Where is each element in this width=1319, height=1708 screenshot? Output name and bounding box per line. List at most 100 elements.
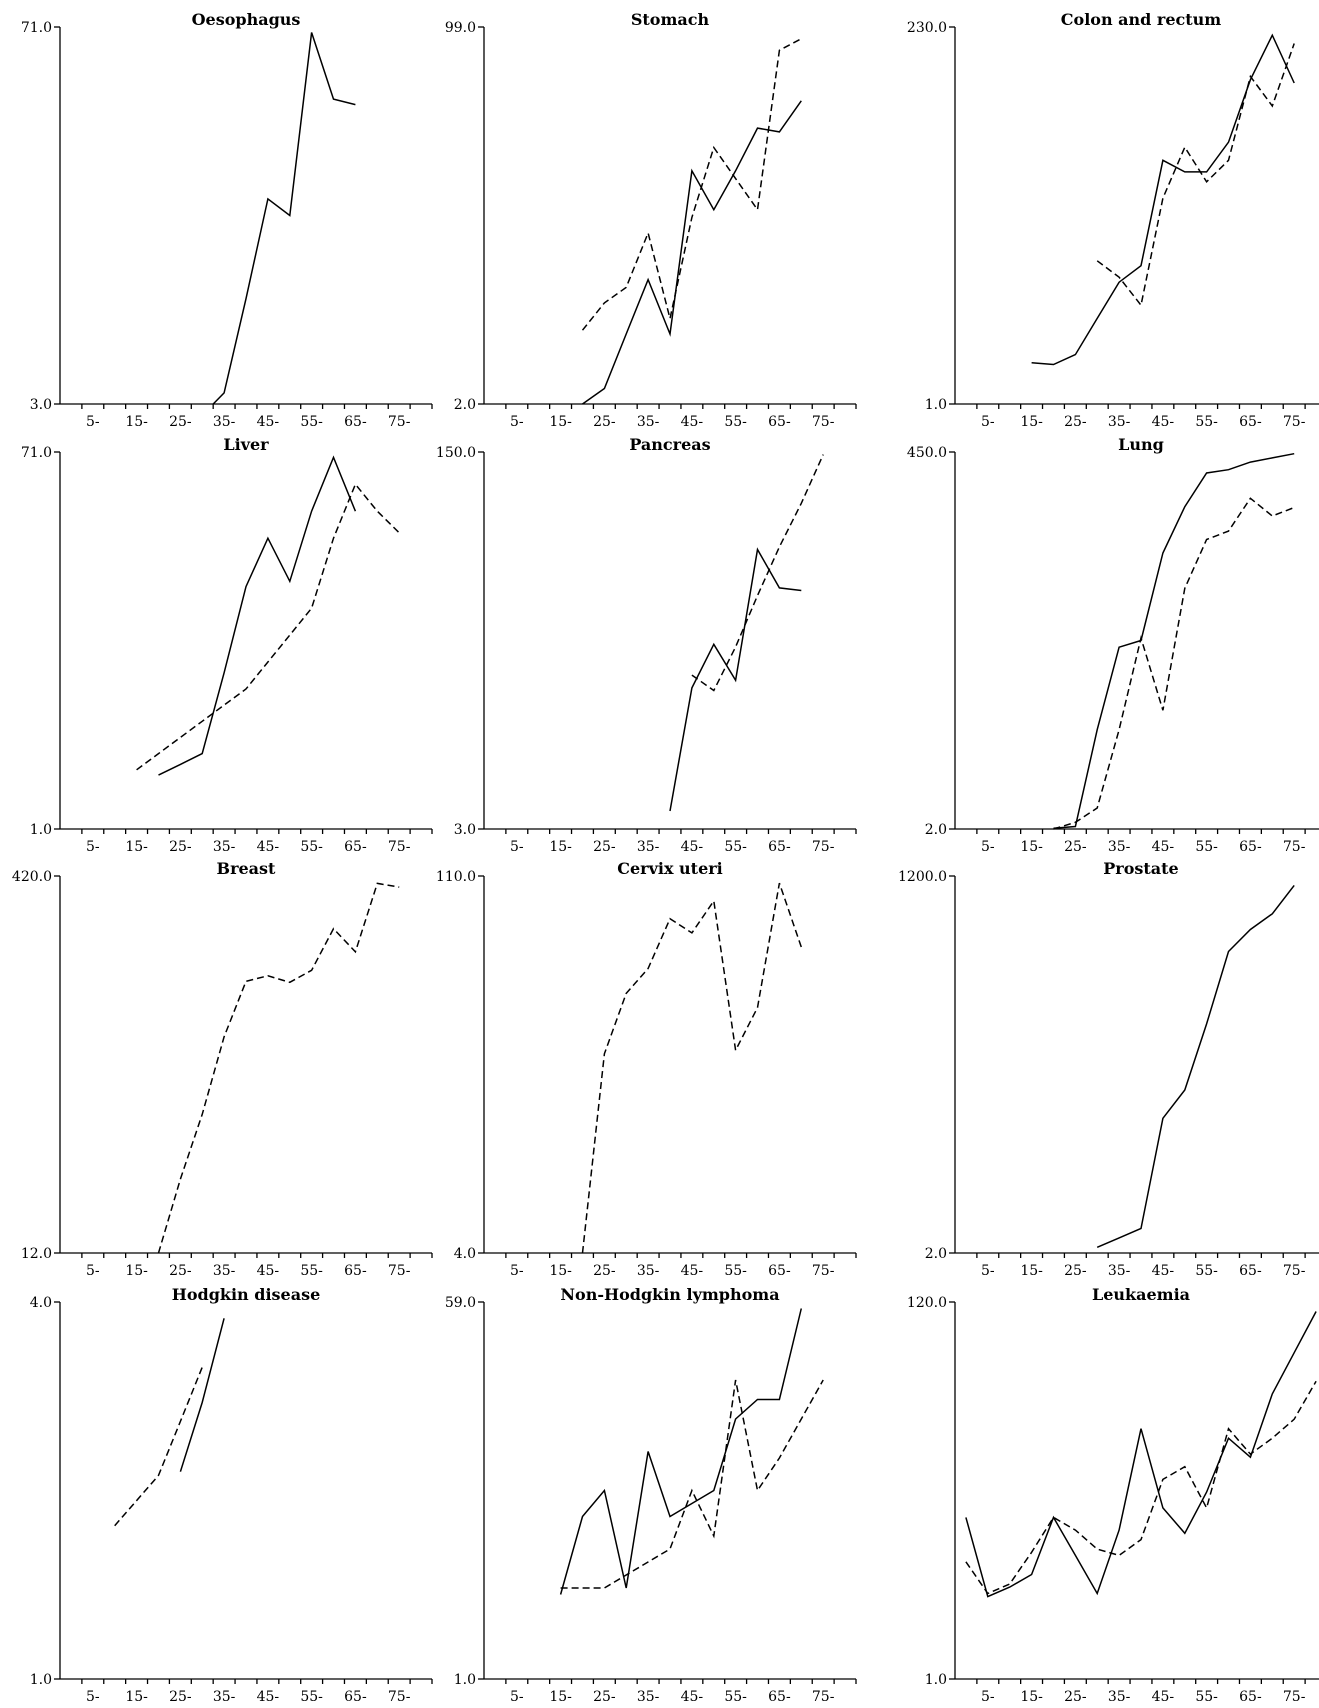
series-line-dashed: [157, 882, 400, 1254]
x-tick-label: 75-: [1283, 414, 1306, 430]
x-tick-label: 55-: [300, 414, 323, 430]
series-line-dashed: [691, 454, 824, 692]
y-tick-label: 150.0: [436, 445, 476, 461]
x-tick-label: 55-: [300, 1263, 323, 1279]
y-tick-label: 3.0: [454, 822, 476, 838]
x-tick-label: 55-: [1195, 839, 1218, 855]
x-tick-label: 75-: [812, 414, 835, 430]
x-tick-label: 45-: [681, 839, 704, 855]
x-tick-label: 75-: [812, 839, 835, 855]
x-tick-label: 55-: [1195, 1263, 1218, 1279]
chart-panel: Oesophagus 3.0 71.0 5- 15- 25- 35- 45- 55- 65- 75-: [21, 10, 433, 430]
x-tick-label: 75-: [388, 414, 411, 430]
x-tick-label: 5-: [86, 1263, 100, 1279]
y-tick-label: 71.0: [21, 445, 52, 461]
series-line-solid: [965, 1311, 1317, 1598]
x-tick-label: 35-: [213, 839, 236, 855]
x-tick-label: 5-: [510, 1263, 524, 1279]
x-tick-label: 15-: [125, 414, 148, 430]
x-tick-label: 15-: [1020, 839, 1043, 855]
y-tick-label: 1.0: [30, 822, 52, 838]
x-tick-label: 35-: [637, 1263, 660, 1279]
chart-title: Lung: [1118, 435, 1164, 454]
x-tick-label: 15-: [549, 1263, 572, 1279]
chart-panel: Leukaemia 1.0 120.0 5- 15- 25- 35- 45- 55- 65- 75-: [907, 1285, 1319, 1705]
x-tick-label: 25-: [1064, 1263, 1087, 1279]
series-line-solid: [559, 1308, 803, 1595]
x-tick-label: 25-: [169, 414, 192, 430]
x-tick-label: 45-: [1152, 839, 1175, 855]
x-tick-label: 15-: [1020, 414, 1043, 430]
x-tick-label: 5-: [510, 1689, 524, 1705]
x-tick-label: 65-: [344, 1263, 367, 1279]
y-tick-label: 120.0: [907, 1295, 947, 1311]
y-tick-label: 71.0: [21, 20, 52, 36]
chart-panel: Liver 1.0 71.0 5- 15- 25- 35- 45- 55- 65- 75-: [21, 435, 433, 855]
y-tick-label: 230.0: [907, 20, 947, 36]
x-tick-label: 15-: [549, 1689, 572, 1705]
x-tick-label: 75-: [388, 839, 411, 855]
series-line-dashed: [581, 38, 802, 331]
x-tick-label: 75-: [388, 1263, 411, 1279]
x-tick-label: 55-: [300, 839, 323, 855]
x-tick-label: 55-: [724, 1263, 747, 1279]
x-tick-label: 55-: [724, 414, 747, 430]
x-tick-label: 45-: [257, 839, 280, 855]
x-tick-label: 75-: [1283, 1689, 1306, 1705]
chart-title: Stomach: [631, 10, 710, 29]
y-tick-label: 1.0: [454, 1672, 476, 1688]
x-tick-label: 25-: [593, 1689, 616, 1705]
chart-title: Non-Hodgkin lymphoma: [560, 1285, 779, 1304]
chart-title: Oesophagus: [192, 10, 301, 29]
y-tick-label: 1.0: [925, 1672, 947, 1688]
x-tick-label: 45-: [1152, 414, 1175, 430]
x-tick-label: 5-: [510, 414, 524, 430]
series-line-dashed: [581, 882, 803, 1254]
x-tick-label: 5-: [981, 1689, 995, 1705]
series-line-solid: [582, 100, 802, 405]
x-tick-label: 5-: [86, 839, 100, 855]
x-tick-label: 65-: [768, 1689, 791, 1705]
x-tick-label: 45-: [681, 1263, 704, 1279]
x-tick-label: 15-: [1020, 1263, 1043, 1279]
x-tick-label: 35-: [637, 839, 660, 855]
x-tick-label: 35-: [637, 414, 660, 430]
chart-panel: Hodgkin disease 1.0 4.0 5- 15- 25- 35- 45- 55- 65…: [30, 1285, 433, 1705]
x-tick-label: 65-: [344, 1689, 367, 1705]
series-line-solid: [669, 547, 802, 812]
x-tick-label: 5-: [86, 414, 100, 430]
x-tick-label: 15-: [1020, 1689, 1043, 1705]
chart-title: Liver: [223, 435, 269, 454]
x-tick-label: 35-: [637, 1689, 660, 1705]
chart-title: Colon and rectum: [1061, 10, 1221, 29]
series-line-dashed: [1096, 43, 1295, 307]
x-tick-label: 25-: [1064, 839, 1087, 855]
x-tick-label: 15-: [549, 839, 572, 855]
x-tick-label: 55-: [1195, 414, 1218, 430]
y-tick-label: 12.0: [21, 1246, 52, 1262]
x-tick-label: 55-: [300, 1689, 323, 1705]
y-tick-label: 4.0: [30, 1295, 52, 1311]
x-tick-label: 25-: [169, 839, 192, 855]
chart-title: Leukaemia: [1092, 1285, 1190, 1304]
x-tick-label: 45-: [1152, 1263, 1175, 1279]
x-tick-label: 35-: [1108, 839, 1131, 855]
series-line-dashed: [136, 482, 400, 771]
x-tick-label: 25-: [593, 1263, 616, 1279]
chart-title: Prostate: [1103, 859, 1178, 878]
series-line-dashed: [560, 1379, 824, 1589]
chart-title: Pancreas: [629, 435, 710, 454]
x-tick-label: 45-: [681, 1689, 704, 1705]
x-tick-label: 35-: [1108, 414, 1131, 430]
y-tick-label: 3.0: [30, 397, 52, 413]
x-tick-label: 25-: [1064, 414, 1087, 430]
series-line-solid: [1096, 884, 1295, 1248]
x-tick-label: 25-: [593, 414, 616, 430]
x-tick-label: 65-: [344, 414, 367, 430]
x-tick-label: 65-: [344, 839, 367, 855]
x-tick-label: 5-: [981, 414, 995, 430]
x-tick-label: 25-: [593, 839, 616, 855]
x-tick-label: 35-: [213, 1689, 236, 1705]
x-tick-label: 55-: [1195, 1689, 1218, 1705]
